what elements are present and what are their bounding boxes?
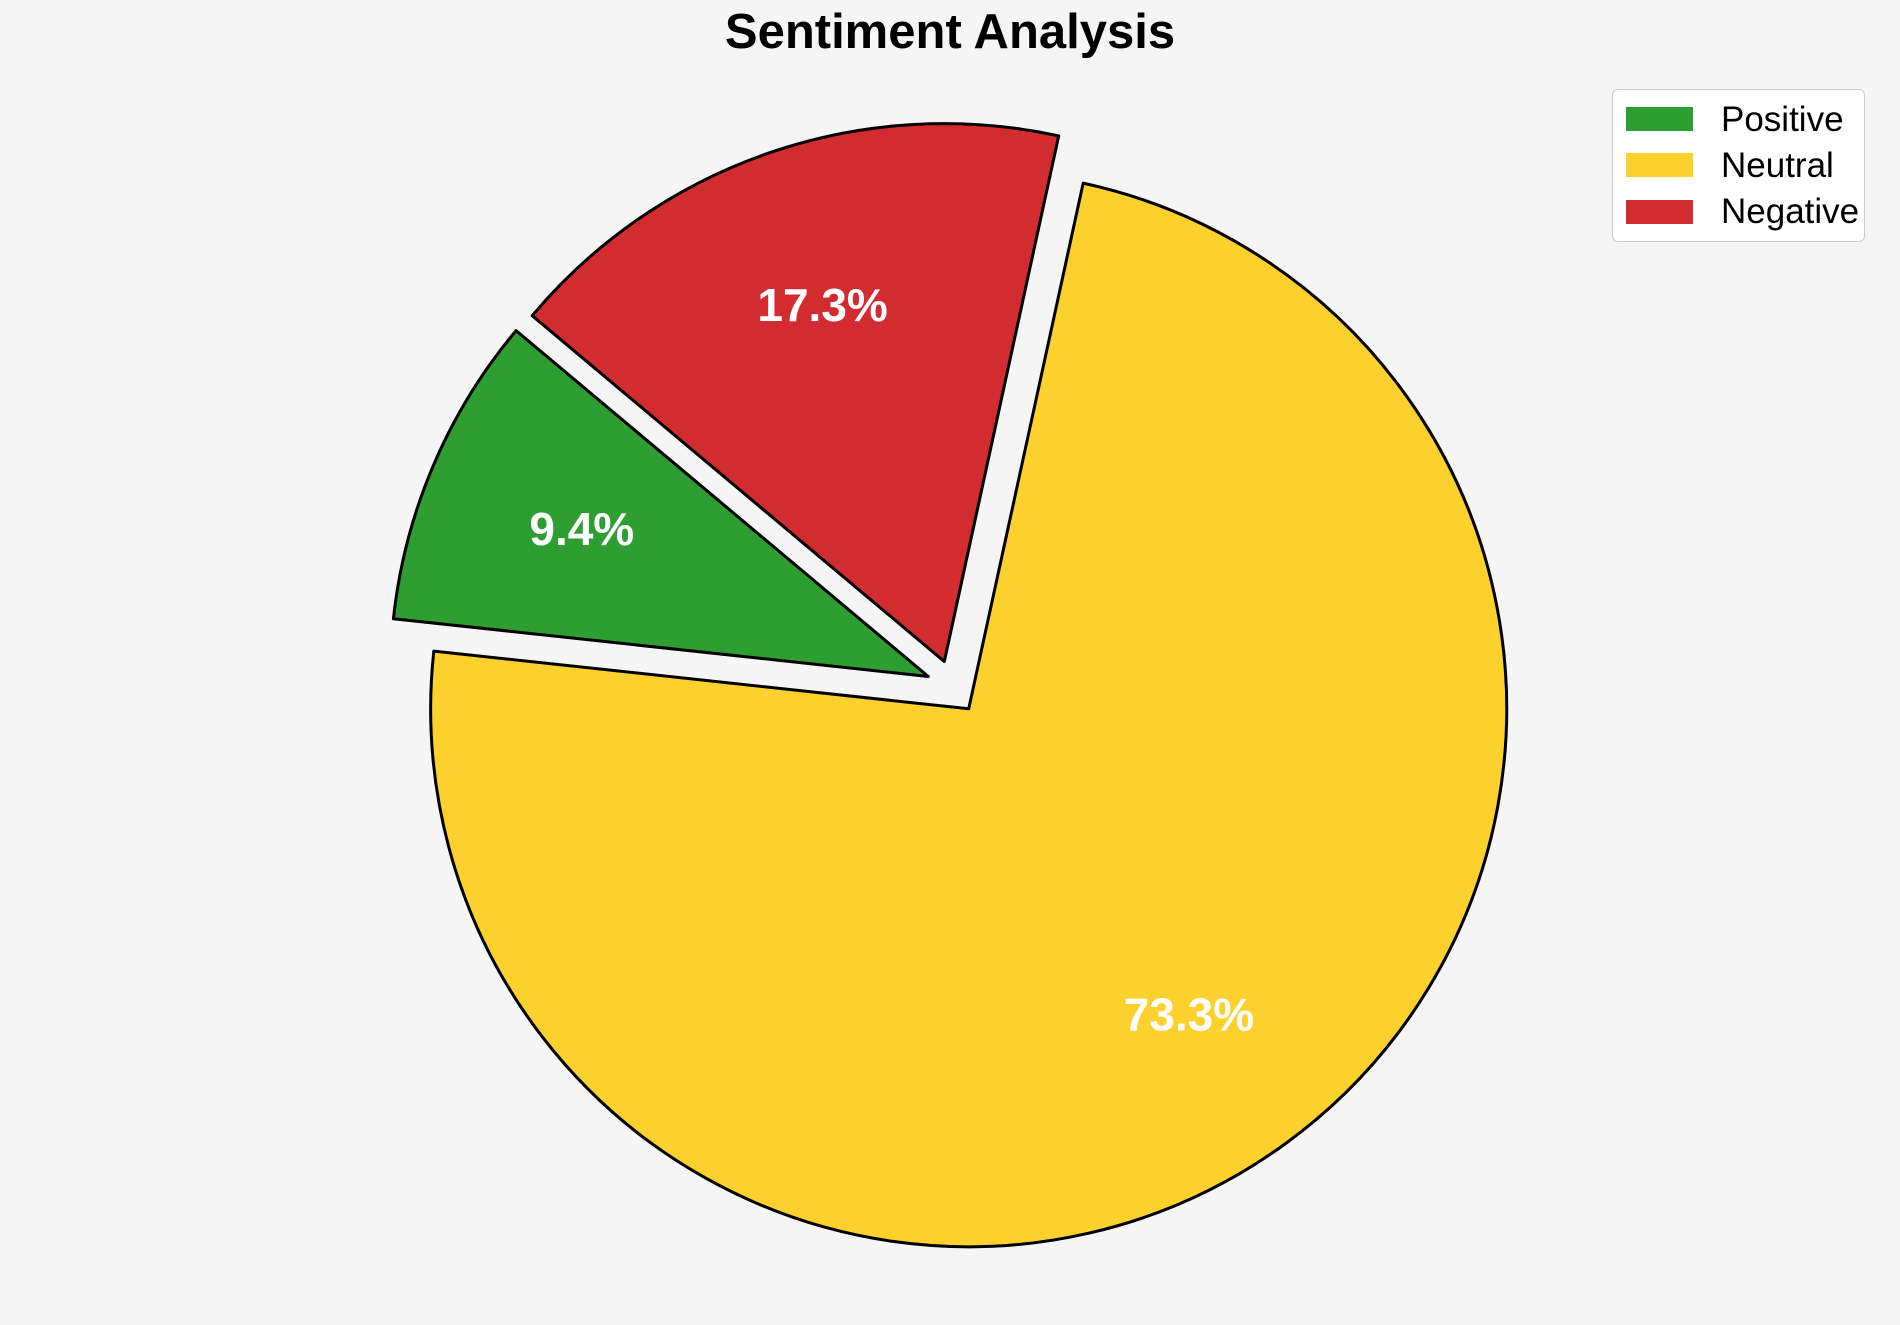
pie-slice-positive [391,329,930,678]
legend-item-neutral: Neutral [1626,142,1850,188]
pct-label-neutral: 73.3% [1124,988,1254,1040]
legend-swatch-neutral [1626,153,1693,178]
legend: Positive Neutral Negative [1612,89,1865,242]
pie-slice-negative [530,122,1061,663]
legend-item-negative: Negative [1626,189,1859,235]
chart-title: Sentiment Analysis [724,5,1176,59]
pie-slice-neutral [429,181,1509,1249]
legend-label-positive: Positive [1721,99,1844,139]
legend-item-positive: Positive [1626,96,1850,142]
pct-label-positive: 9.4% [529,503,634,555]
legend-label-neutral: Neutral [1721,145,1834,185]
pct-label-negative: 17.3% [757,279,887,331]
legend-label-negative: Negative [1721,192,1860,232]
legend-swatch-positive [1626,107,1693,132]
legend-swatch-negative [1626,199,1693,224]
